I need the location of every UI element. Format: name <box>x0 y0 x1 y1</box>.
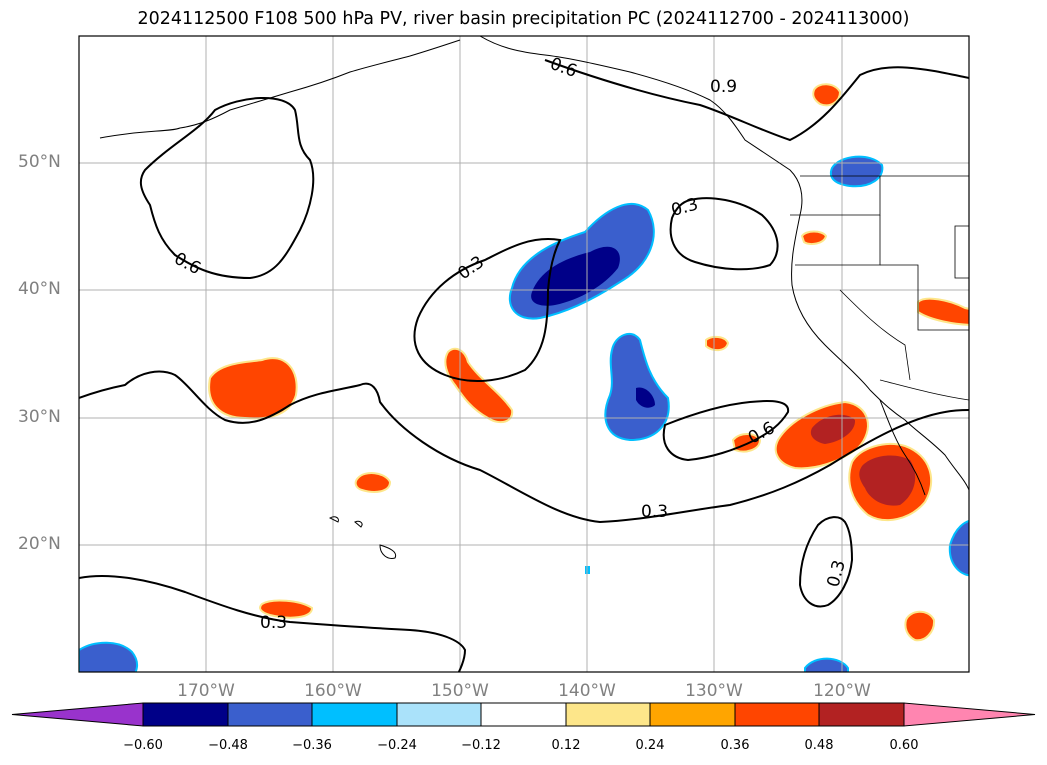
colorbar-cell <box>818 702 905 727</box>
lon-label: 170°W <box>177 681 235 701</box>
colorbar-cell <box>480 702 567 727</box>
lat-label: 30°N <box>18 407 61 427</box>
lon-label: 130°W <box>685 681 743 701</box>
colorbar-extend-low <box>11 702 144 727</box>
colorbar-cell <box>649 702 736 727</box>
colorbar-tick-label: 0.60 <box>889 738 919 753</box>
contour-label: 0.6 <box>547 54 579 82</box>
colorbar-tick-label: −0.48 <box>208 738 248 753</box>
colorbar-cell <box>396 702 482 727</box>
colorbar-cell <box>734 702 820 727</box>
grid-lines <box>79 36 969 672</box>
colorbar-tick-label: 0.48 <box>804 738 834 753</box>
map-frame <box>78 35 970 673</box>
colorbar-tick-label: 0.36 <box>720 738 750 753</box>
colorbar-tick-label: −0.12 <box>461 738 501 753</box>
lat-label: 40°N <box>18 279 61 299</box>
colorbar-tick-label: −0.36 <box>292 738 332 753</box>
colorbar-tick-label: 0.24 <box>635 738 665 753</box>
contour-label: 0.3 <box>641 502 668 522</box>
pv-contours <box>79 59 969 672</box>
lat-label: 20°N <box>18 534 61 554</box>
colorbar-cell <box>227 702 313 727</box>
contour-label: 0.3 <box>260 613 287 633</box>
contour-label: 0.9 <box>710 77 737 97</box>
contour-label: 0.3 <box>669 195 700 221</box>
lon-label: 120°W <box>813 681 871 701</box>
lat-label: 50°N <box>18 152 61 172</box>
lon-label: 140°W <box>558 681 616 701</box>
colorbar <box>11 702 1036 727</box>
contour-label: 0.6 <box>171 249 204 279</box>
map-title: 2024112500 F108 500 hPa PV, river basin … <box>137 9 910 29</box>
colorbar-cell <box>311 702 398 727</box>
lon-label: 150°W <box>431 681 489 701</box>
map-area: 0.6 0.9 0.3 0.6 0.3 0.6 0.3 0.3 0.3 <box>79 36 969 672</box>
colorbar-cell <box>565 702 651 727</box>
colorbar-tick-label: −0.60 <box>123 738 163 753</box>
colorbar-tick-label: 0.12 <box>551 738 581 753</box>
positive-precip-areas <box>208 83 969 642</box>
lon-label: 160°W <box>304 681 362 701</box>
colorbar-extend-high <box>903 702 1036 727</box>
contour-label: 0.3 <box>454 252 488 284</box>
colorbar-cell <box>142 702 229 727</box>
colorbar-tick-label: −0.24 <box>377 738 417 753</box>
coastlines <box>99 36 969 559</box>
political-borders <box>790 175 969 401</box>
